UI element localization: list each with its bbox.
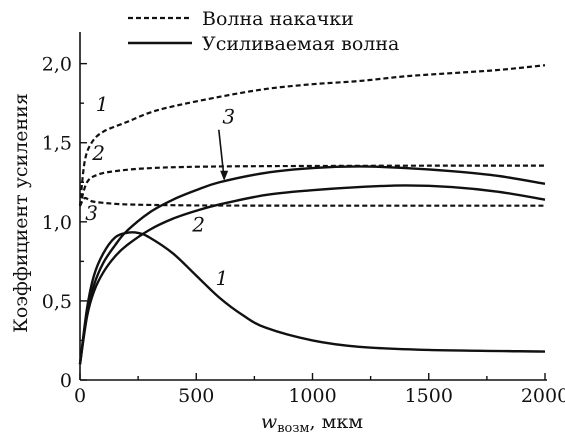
x-axis-title-var: w	[261, 411, 277, 432]
pump-wave-curve-3	[79, 196, 545, 207]
y-tick-label: 2,0	[42, 54, 72, 76]
pump-wave-curve-2	[78, 164, 546, 207]
curve-label: 3	[85, 201, 98, 225]
curve-labels: 1 2 3 3 2 1	[85, 92, 235, 290]
y-axis-title: Коэффициент усиления	[10, 93, 32, 333]
amplified-wave-curve-3	[78, 165, 546, 365]
curve-label: 3	[222, 105, 235, 129]
curve-label: 2	[91, 141, 105, 165]
x-tick-label: 2000	[521, 385, 565, 407]
x-tick-label: 0	[74, 385, 86, 407]
x-axis-title-unit: , мкм	[310, 411, 364, 432]
curves	[78, 64, 546, 365]
x-tick-label: 1500	[405, 385, 453, 407]
y-tick-label: 1,5	[42, 133, 72, 155]
y-tick-label: 1,0	[42, 212, 72, 234]
x-axis-title-sub: возм	[277, 421, 309, 432]
amplified-wave-curve-2	[78, 184, 546, 365]
legend: Волна накачки Усиливаемая волна	[128, 8, 399, 55]
legend-label: Волна накачки	[202, 8, 354, 30]
curve-label: 2	[191, 212, 205, 236]
amplified-wave-curve-1	[78, 231, 546, 365]
annotation-arrow-head	[220, 170, 229, 181]
x-axis-title: wвозм, мкм	[261, 411, 363, 432]
curve-label: 1	[215, 266, 228, 290]
pump-wave-curve-1	[78, 64, 546, 207]
curve-label: 1	[96, 92, 109, 116]
legend-label: Усиливаемая волна	[202, 33, 399, 55]
y-tick-label: 0	[60, 370, 72, 392]
y-tick-label: 0,5	[42, 291, 72, 313]
annotation-arrow-line	[218, 129, 225, 179]
x-tick-label: 500	[178, 385, 214, 407]
ticks: 0 500 1000 1500 2000 0 0,5 1,0 1,5 2,0	[42, 54, 565, 407]
x-tick-label: 1000	[288, 385, 336, 407]
